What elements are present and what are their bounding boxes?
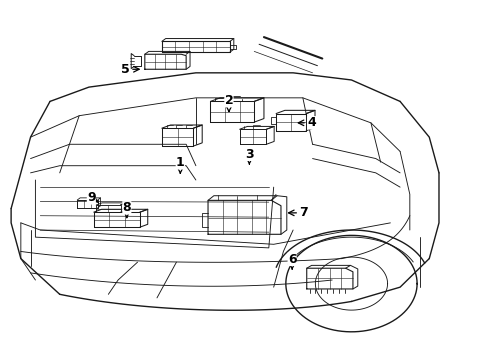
Text: 4: 4	[298, 116, 315, 129]
Text: 5: 5	[121, 63, 139, 76]
Text: 9: 9	[87, 192, 98, 204]
Text: 1: 1	[176, 156, 184, 173]
Text: 8: 8	[122, 201, 131, 218]
Text: 3: 3	[244, 148, 253, 164]
Text: 7: 7	[288, 206, 307, 219]
Text: 6: 6	[287, 253, 296, 269]
Text: 2: 2	[224, 94, 233, 112]
